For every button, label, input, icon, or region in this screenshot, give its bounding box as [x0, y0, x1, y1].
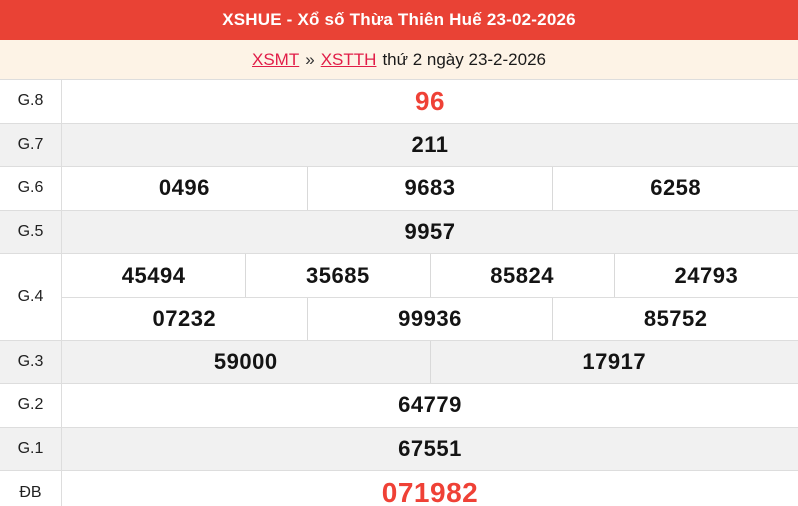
draw-date-text: thứ 2 ngày 23-2-2026 — [382, 49, 546, 69]
prize-line: 07232 99936 85752 — [62, 296, 798, 340]
results-table: G.8 96 G.7 211 G.6 0496 9683 6258 G.5 9957 G.4 4549… — [0, 79, 798, 506]
prize-number: 9957 — [404, 219, 456, 245]
breadcrumb: XSMT » XSTTH thứ 2 ngày 23-2-2026 — [0, 40, 798, 79]
prize-label: G.4 — [0, 254, 62, 340]
prize-label: G.5 — [0, 210, 62, 254]
prize-label: G.8 — [0, 80, 62, 123]
breadcrumb-link-xstth[interactable]: XSTTH — [320, 49, 377, 69]
prize-line: 64779 — [62, 384, 798, 427]
prize-number: 6258 — [552, 167, 798, 210]
breadcrumb-separator: » — [305, 49, 315, 69]
table-row: G.2 64779 — [0, 384, 798, 428]
prize-values: 071982 — [62, 471, 798, 506]
prize-values: 0496 9683 6258 — [62, 167, 798, 210]
prize-line: 071982 — [62, 471, 798, 506]
table-row: G.6 0496 9683 6258 — [0, 167, 798, 211]
table-row: G.3 59000 17917 — [0, 340, 798, 385]
prize-values: 67551 — [62, 428, 798, 471]
table-row: G.8 96 — [0, 80, 798, 124]
prize-label: G.1 — [0, 427, 62, 471]
table-row: G.7 211 — [0, 123, 798, 168]
prize-values: 64779 — [62, 384, 798, 427]
prize-number: 24793 — [613, 254, 798, 297]
prize-label: G.2 — [0, 384, 62, 427]
prize-label: ĐB — [0, 471, 62, 506]
header-bar: XSHUE - Xổ số Thừa Thiên Huế 23-02-2026 — [0, 0, 798, 40]
prize-line: 59000 17917 — [62, 340, 798, 384]
breadcrumb-link-xsmt[interactable]: XSMT — [252, 49, 300, 69]
prize-number: 0496 — [158, 175, 210, 201]
table-row: G.4 45494 35685 85824 24793 07232 99936 85752 — [0, 254, 798, 341]
prize-number: 211 — [411, 131, 449, 157]
prize-line: 211 — [62, 124, 798, 167]
prize-number: 64779 — [398, 392, 462, 418]
prize-line: 96 — [62, 80, 798, 123]
prize-label: G.3 — [0, 340, 62, 384]
prize-number: 9683 — [306, 167, 553, 210]
prize-number: 85752 — [552, 297, 798, 340]
table-row: ĐB 071982 — [0, 471, 798, 506]
page-title: XSHUE - Xổ số Thừa Thiên Huế 23-02-2026 — [222, 10, 576, 29]
prize-number: 071982 — [381, 476, 479, 506]
prize-number: 07232 — [152, 305, 217, 331]
prize-values: 96 — [62, 80, 798, 123]
prize-values: 45494 35685 85824 24793 07232 99936 85752 — [62, 254, 798, 340]
prize-values: 59000 17917 — [62, 340, 798, 384]
prize-line: 0496 9683 6258 — [62, 167, 798, 210]
prize-line: 45494 35685 85824 24793 — [62, 254, 798, 297]
prize-label: G.6 — [0, 167, 62, 210]
table-row: G.1 67551 — [0, 427, 798, 472]
prize-line: 9957 — [62, 211, 798, 254]
table-row: G.5 9957 — [0, 210, 798, 255]
prize-number: 17917 — [429, 340, 798, 384]
prize-line: 67551 — [62, 428, 798, 471]
prize-number: 45494 — [121, 262, 186, 288]
prize-values: 9957 — [62, 211, 798, 254]
prize-number: 99936 — [306, 297, 553, 340]
prize-number: 96 — [415, 85, 445, 116]
prize-values: 211 — [62, 124, 798, 167]
prize-number: 67551 — [398, 436, 462, 462]
prize-number: 59000 — [213, 348, 278, 374]
prize-number: 85824 — [429, 254, 614, 297]
prize-label: G.7 — [0, 123, 62, 167]
prize-number: 35685 — [245, 254, 429, 297]
